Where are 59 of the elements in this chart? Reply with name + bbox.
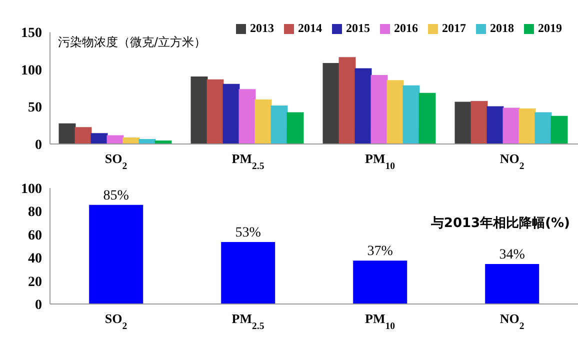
bar — [74, 127, 92, 144]
bar — [402, 85, 420, 144]
y-tick-label: 50 — [28, 100, 42, 116]
bar — [221, 242, 276, 304]
x-tick-label: PM$_{2.5}$ — [232, 311, 264, 332]
bar — [470, 101, 488, 144]
legend-label: 2017 — [442, 21, 466, 35]
legend-label: 2013 — [250, 21, 274, 35]
bar — [518, 108, 536, 144]
bar — [386, 80, 404, 144]
bar — [418, 92, 436, 144]
data-label: 53% — [235, 226, 262, 241]
bar — [238, 89, 256, 144]
annotation: 与2013年相比降幅(%) — [430, 215, 570, 232]
bar — [534, 112, 552, 144]
x-tick-label: NO$_{2}$ — [500, 311, 524, 332]
bar — [89, 204, 144, 304]
y-tick-label: 100 — [21, 63, 42, 78]
bar — [322, 63, 340, 144]
data-label: 85% — [103, 188, 130, 204]
y-tick-label: 0 — [35, 138, 42, 153]
bar — [353, 260, 408, 304]
bar — [485, 264, 540, 304]
y-tick-label: 150 — [21, 26, 42, 42]
y-tick-label: 80 — [28, 205, 42, 220]
data-label: 37% — [367, 244, 394, 260]
legend-label: 2018 — [490, 21, 514, 35]
x-tick-label: SO$_{2}$ — [104, 151, 128, 172]
bar — [370, 74, 388, 144]
bar — [286, 112, 304, 144]
legend-label: 2019 — [538, 21, 562, 35]
y-tick-label: 0 — [35, 298, 42, 313]
x-tick-label: SO$_{2}$ — [104, 311, 128, 332]
x-tick-label: NO$_{2}$ — [500, 151, 524, 172]
bar — [206, 79, 224, 144]
bar — [270, 106, 288, 144]
bar — [354, 68, 372, 144]
y-tick-label: 100 — [21, 182, 42, 197]
y-tick-label: 20 — [28, 274, 42, 290]
legend-label: 2015 — [346, 21, 370, 35]
x-tick-label: PM$_{10}$ — [365, 311, 396, 332]
bar — [90, 133, 108, 144]
bar — [454, 102, 472, 144]
chart-title: 污染物浓度（微克/立方米） — [58, 34, 206, 51]
data-label: 34% — [499, 248, 526, 263]
bar — [254, 100, 272, 144]
y-tick-label: 40 — [28, 252, 42, 267]
bar — [502, 108, 520, 144]
legend-label: 2014 — [298, 21, 322, 35]
bar — [222, 84, 240, 144]
bar — [550, 116, 568, 144]
x-tick-label: PM$_{2.5}$ — [232, 151, 264, 172]
bar — [338, 57, 356, 144]
y-tick-label: 60 — [28, 228, 42, 244]
x-tick-label: PM$_{10}$ — [365, 151, 396, 172]
bar — [190, 76, 208, 144]
bar — [486, 106, 504, 144]
bar — [58, 123, 76, 144]
legend-label: 2016 — [394, 21, 418, 35]
